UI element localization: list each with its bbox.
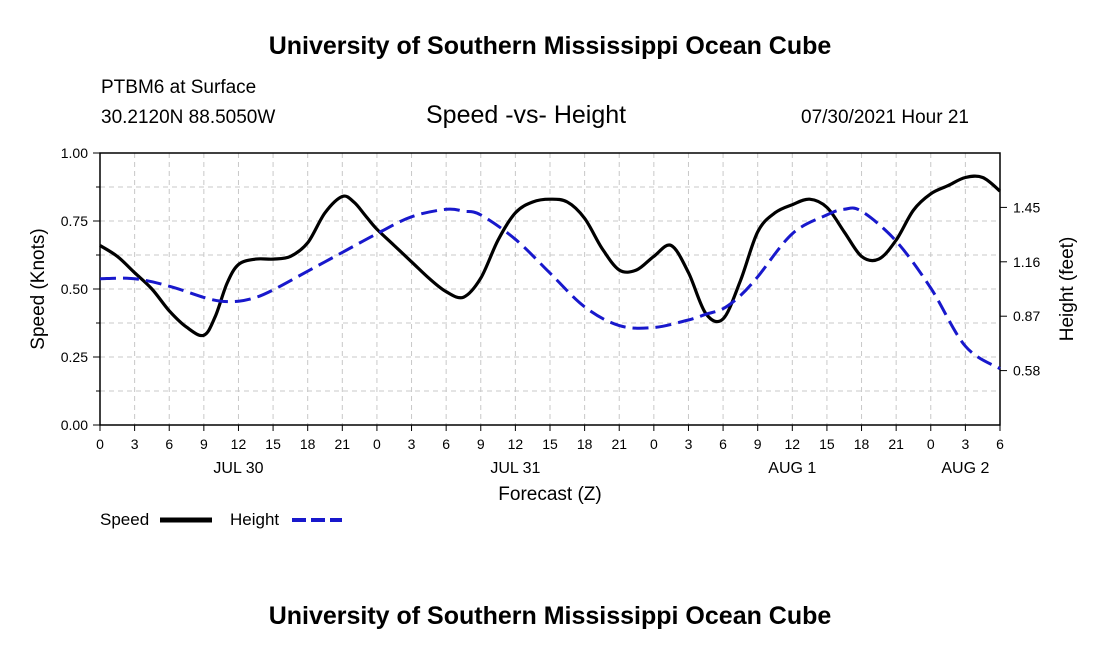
y-tick-label-right: 1.45 xyxy=(1013,199,1040,215)
x-tick-label: 9 xyxy=(754,436,762,452)
forecast-datetime: 07/30/2021 Hour 21 xyxy=(801,107,969,128)
date-label: JUL 31 xyxy=(490,460,540,477)
x-tick-label: 15 xyxy=(819,436,835,452)
station-label: PTBM6 at Surface xyxy=(101,77,257,98)
x-axis-label: Forecast (Z) xyxy=(498,484,601,505)
x-tick-label: 6 xyxy=(165,436,173,452)
axis-ticks: 0 3 6 9 12 15 18 21 0 3 6 9 12 15 18 21 0 3 6 9 12 15 18 21 0 3 6 J… xyxy=(61,145,1041,477)
x-tick-label: 3 xyxy=(685,436,693,452)
y-tick-label-right: 1.16 xyxy=(1013,254,1040,270)
x-tick-label: 0 xyxy=(927,436,935,452)
legend-speed-label: Speed xyxy=(100,510,149,529)
y-tick-label-left: 0.00 xyxy=(61,417,88,433)
x-tick-label: 15 xyxy=(542,436,558,452)
x-tick-label: 0 xyxy=(96,436,104,452)
station-coordinates: 30.2120N 88.5050W xyxy=(101,107,276,128)
y-tick-label-right: 0.87 xyxy=(1013,308,1040,324)
y-tick-label-left: 0.75 xyxy=(61,213,88,229)
x-tick-label: 18 xyxy=(854,436,870,452)
x-tick-label: 0 xyxy=(373,436,381,452)
x-tick-label: 21 xyxy=(611,436,627,452)
y-tick-label-right: 0.58 xyxy=(1013,363,1040,379)
legend-height-label: Height xyxy=(230,510,279,529)
x-tick-label: 6 xyxy=(442,436,450,452)
x-tick-label: 6 xyxy=(996,436,1004,452)
x-tick-label: 9 xyxy=(200,436,208,452)
x-tick-label: 12 xyxy=(785,436,801,452)
y-tick-label-left: 0.50 xyxy=(61,281,88,297)
x-tick-label: 18 xyxy=(577,436,593,452)
date-label: AUG 1 xyxy=(768,460,816,477)
series-line-height xyxy=(99,206,1001,371)
x-tick-label: 18 xyxy=(300,436,316,452)
speed-height-chart: 0 3 6 9 12 15 18 21 0 3 6 9 12 15 18 21 0 3 6 9 12 15 18 21 0 3 6 J… xyxy=(28,145,1078,529)
chart-grid xyxy=(100,153,1000,425)
x-tick-label: 0 xyxy=(650,436,658,452)
x-tick-label: 12 xyxy=(231,436,247,452)
date-label: JUL 30 xyxy=(213,460,263,477)
x-tick-label: 21 xyxy=(888,436,904,452)
page-title-top: University of Southern Mississippi Ocean… xyxy=(268,32,832,60)
x-tick-label: 6 xyxy=(719,436,727,452)
x-tick-label: 3 xyxy=(131,436,139,452)
series-lines xyxy=(99,174,1002,371)
x-tick-label: 3 xyxy=(408,436,416,452)
y-axis-label-right: Height (feet) xyxy=(1057,237,1078,342)
x-tick-label: 9 xyxy=(477,436,485,452)
x-tick-label: 12 xyxy=(508,436,524,452)
x-tick-label: 3 xyxy=(961,436,969,452)
series-line-speed xyxy=(99,174,1002,338)
y-axis-label-left: Speed (Knots) xyxy=(28,228,49,349)
y-tick-label-left: 0.25 xyxy=(61,349,88,365)
page-title-bottom: University of Southern Mississippi Ocean… xyxy=(268,602,832,630)
y-tick-label-left: 1.00 xyxy=(61,145,88,161)
x-tick-label: 21 xyxy=(335,436,351,452)
date-label: AUG 2 xyxy=(941,460,989,477)
chart-title: Speed -vs- Height xyxy=(426,101,627,129)
x-tick-label: 15 xyxy=(265,436,281,452)
